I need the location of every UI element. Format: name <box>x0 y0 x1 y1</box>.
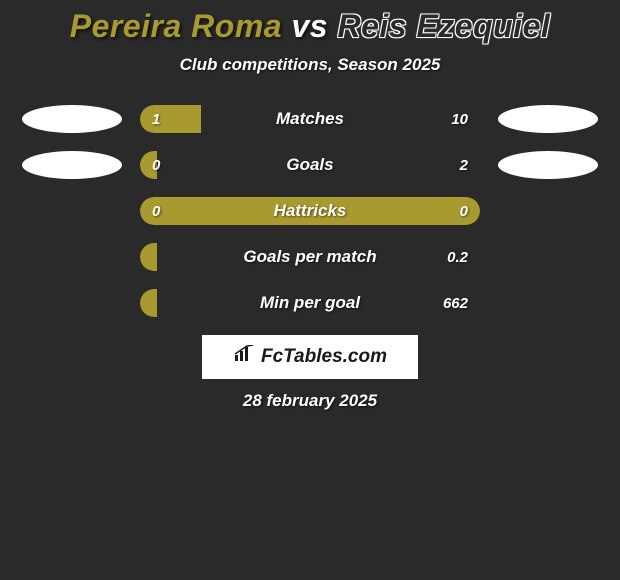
bar-segment-left <box>140 197 480 225</box>
logo: FcTables.com <box>233 345 387 369</box>
page-title: Pereira Roma vs Reis Ezequiel <box>0 8 620 45</box>
stat-row: 0Hattricks0 <box>0 197 620 225</box>
stat-rows: 1Matches10 0Goals2 0Hattricks0 Goals per ma… <box>0 105 620 317</box>
team-badge-right <box>498 105 598 133</box>
team-badge-left <box>22 151 122 179</box>
bar-segment-left <box>140 105 201 133</box>
logo-text: FcTables.com <box>261 346 387 368</box>
badge-placeholder <box>498 289 598 317</box>
bar-segment-right <box>157 243 480 271</box>
stat-bar: 0Goals2 <box>140 151 480 179</box>
badge-placeholder <box>22 243 122 271</box>
player2-name: Reis Ezequiel <box>337 8 550 44</box>
stat-bar: 1Matches10 <box>140 105 480 133</box>
stat-bar: 0Hattricks0 <box>140 197 480 225</box>
stat-row: 0Goals2 <box>0 151 620 179</box>
stat-row: 1Matches10 <box>0 105 620 133</box>
team-badge-right <box>498 151 598 179</box>
player1-name: Pereira Roma <box>70 8 282 44</box>
stat-bar: Min per goal662 <box>140 289 480 317</box>
stat-row: Min per goal662 <box>0 289 620 317</box>
chart-icon <box>233 345 255 369</box>
bar-segment-left <box>140 151 157 179</box>
badge-placeholder <box>498 243 598 271</box>
badge-placeholder <box>498 197 598 225</box>
badge-placeholder <box>22 197 122 225</box>
subtitle: Club competitions, Season 2025 <box>0 55 620 75</box>
stat-row: Goals per match0.2 <box>0 243 620 271</box>
bar-segment-left <box>140 289 157 317</box>
team-badge-left <box>22 105 122 133</box>
stat-bar: Goals per match0.2 <box>140 243 480 271</box>
badge-placeholder <box>22 289 122 317</box>
bar-segment-left <box>140 243 157 271</box>
vs-text: vs <box>291 8 328 44</box>
logo-box[interactable]: FcTables.com <box>202 335 418 379</box>
comparison-card: Pereira Roma vs Reis Ezequiel Club compe… <box>0 0 620 411</box>
date-text: 28 february 2025 <box>0 391 620 411</box>
bar-segment-right <box>157 151 480 179</box>
bar-segment-right <box>157 289 480 317</box>
bar-segment-right <box>201 105 480 133</box>
